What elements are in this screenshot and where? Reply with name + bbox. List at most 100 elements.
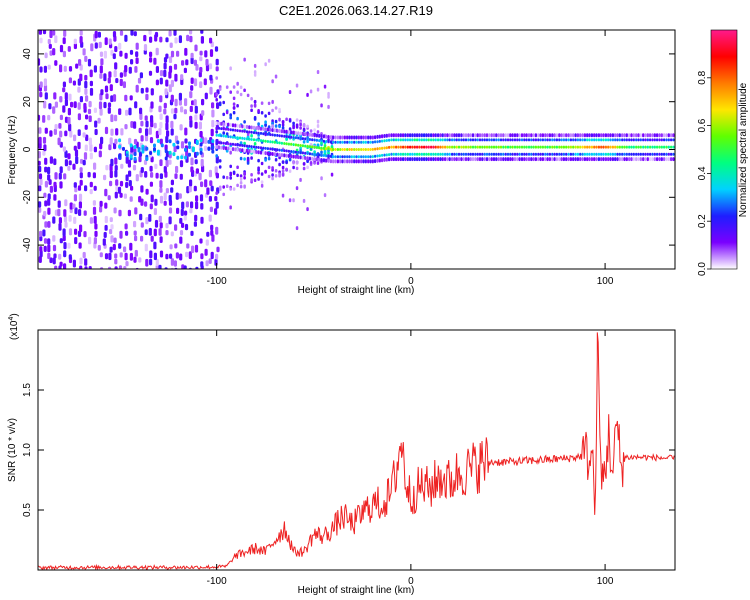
heatmap-cell: [193, 78, 198, 87]
heatmap-cell: [413, 133, 416, 138]
heatmap-cell: [660, 138, 663, 142]
heatmap-cell: [227, 135, 230, 139]
heatmap-cell: [179, 173, 183, 180]
heatmap-cell: [271, 152, 274, 156]
heatmap-cell: [315, 157, 318, 162]
heatmap-cell: [558, 138, 561, 142]
heatmap-cell: [165, 135, 169, 144]
heatmap-cell: [103, 101, 107, 109]
heatmap-cell: [644, 152, 647, 156]
heatmap-cell: [588, 152, 591, 156]
heatmap-cell: [516, 133, 519, 138]
heatmap-cell: [651, 152, 654, 156]
heatmap-cell: [285, 167, 288, 172]
heatmap-cell: [104, 202, 108, 209]
heatmap-cell: [211, 145, 215, 150]
heatmap-cell: [273, 148, 276, 151]
heatmap-cell: [62, 81, 66, 88]
spectrogram-ytick-label: -40: [22, 237, 33, 252]
heatmap-cell: [89, 189, 93, 195]
heatmap-cell: [259, 131, 263, 135]
heatmap-cell: [451, 133, 454, 138]
heatmap-cell: [316, 124, 320, 128]
heatmap-cell: [425, 157, 428, 162]
heatmap-cell: [350, 140, 353, 144]
heatmap-cell: [231, 135, 235, 139]
heatmap-cell: [350, 135, 353, 140]
heatmap-cell: [262, 126, 265, 131]
heatmap-cell: [92, 172, 96, 179]
heatmap-cell: [653, 138, 656, 142]
snr-xtick-label: 100: [597, 576, 614, 587]
heatmap-cell: [180, 74, 184, 81]
heatmap-cell: [199, 194, 204, 202]
heatmap-cell: [232, 102, 236, 106]
heatmap-cell: [569, 152, 572, 156]
heatmap-cell: [656, 145, 659, 149]
heatmap-cell: [53, 158, 57, 166]
heatmap-cell: [392, 133, 395, 138]
heatmap-cell: [292, 198, 295, 203]
heatmap-cell: [44, 92, 48, 100]
heatmap-cell: [168, 56, 173, 64]
heatmap-cell: [348, 148, 351, 151]
heatmap-cell: [180, 208, 184, 216]
heatmap-cell: [520, 152, 524, 156]
heatmap-cell: [551, 133, 554, 138]
heatmap-cell: [119, 50, 123, 57]
heatmap-cell: [311, 156, 314, 161]
heatmap-cell: [316, 87, 320, 92]
heatmap-cell: [362, 159, 365, 164]
spectrogram-xtick-label: 100: [597, 276, 614, 287]
heatmap-cell: [201, 165, 205, 173]
heatmap-cell: [239, 92, 243, 97]
heatmap-cell: [88, 137, 92, 146]
heatmap-cell: [78, 201, 82, 209]
heatmap-cell: [665, 145, 668, 149]
heatmap-cell: [79, 179, 83, 186]
heatmap-cell: [558, 133, 561, 138]
heatmap-cell: [295, 83, 299, 88]
heatmap-cell: [53, 253, 57, 259]
heatmap-cell: [425, 152, 428, 156]
heatmap-cell: [506, 152, 510, 156]
heatmap-cell: [604, 145, 607, 149]
heatmap-cell: [520, 138, 524, 142]
heatmap-cell: [497, 133, 500, 138]
heatmap-cell: [214, 46, 219, 52]
heatmap-cell: [236, 116, 239, 121]
heatmap-cell: [271, 119, 274, 123]
heatmap-cell: [367, 140, 370, 144]
heatmap-cell: [145, 93, 149, 101]
heatmap-cell: [78, 242, 82, 249]
heatmap-cell: [346, 155, 349, 159]
heatmap-cell: [229, 176, 232, 180]
heatmap-cell: [47, 221, 51, 228]
heatmap-cell: [200, 30, 204, 34]
heatmap-cell: [541, 152, 544, 156]
heatmap-cell: [94, 30, 98, 39]
heatmap-cell: [476, 152, 479, 156]
heatmap-cell: [402, 133, 405, 138]
heatmap-cell: [220, 141, 223, 145]
heatmap-cell: [339, 159, 342, 164]
heatmap-cell: [63, 209, 67, 217]
heatmap-cell: [155, 66, 159, 73]
heatmap-cell: [327, 104, 330, 109]
heatmap-cell: [555, 133, 558, 138]
heatmap-cell: [205, 64, 210, 72]
heatmap-cell: [208, 63, 213, 70]
heatmap-cell: [320, 139, 323, 143]
heatmap-cell: [69, 130, 73, 138]
heatmap-cell: [39, 37, 43, 44]
heatmap-cell: [178, 99, 182, 106]
heatmap-cell: [47, 252, 51, 260]
heatmap-cell: [483, 138, 486, 142]
heatmap-cell: [402, 157, 405, 162]
heatmap-cell: [320, 103, 323, 108]
heatmap-cell: [460, 133, 463, 138]
heatmap-cell: [653, 145, 656, 149]
heatmap-cell: [292, 165, 295, 170]
heatmap-cell: [104, 188, 108, 197]
heatmap-cell: [114, 258, 118, 265]
